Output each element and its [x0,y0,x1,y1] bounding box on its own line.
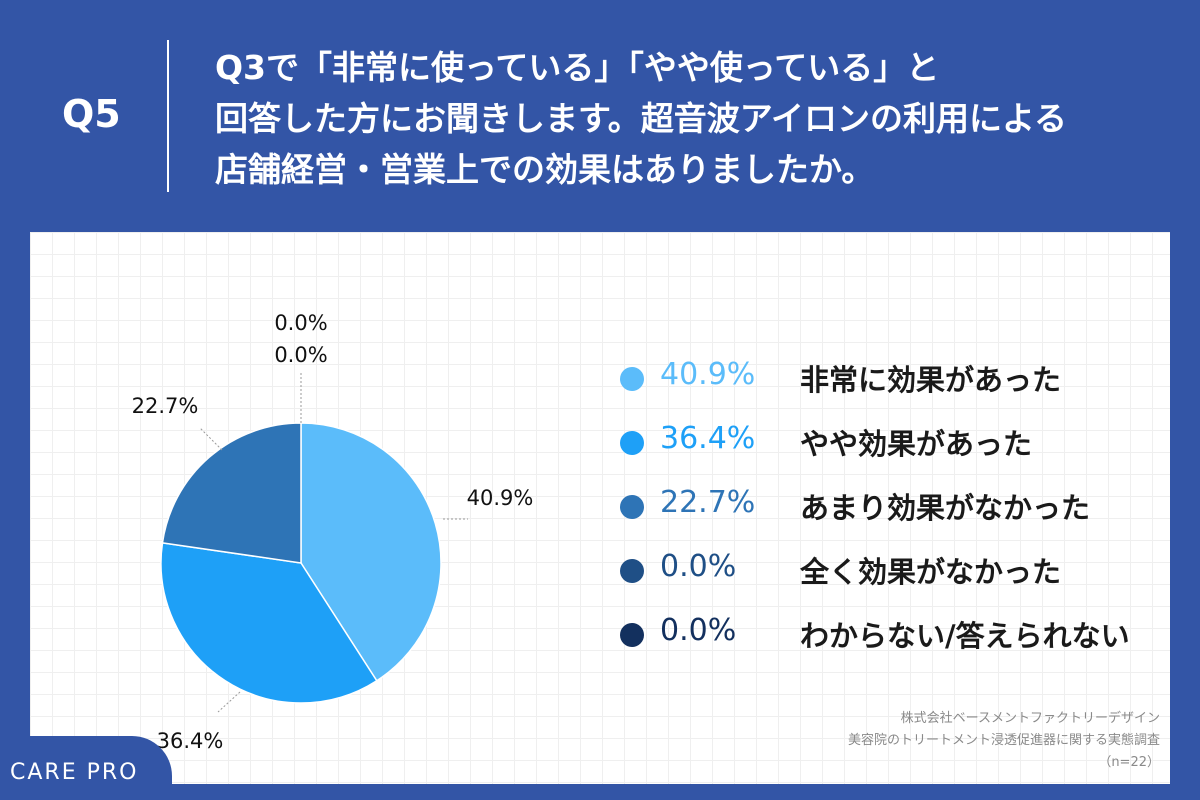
slice-value-label: 22.7% [132,394,199,418]
pie-slice [161,422,302,564]
header: Q5 Q3で「非常に使っている」「やや使っている」と 回答した方にお聞きします。… [0,0,1200,232]
question-line-2: 回答した方にお聞きします。超音波アイロンの利用による [215,99,1068,138]
logo: CARE PRO [10,760,139,785]
legend-swatch [620,495,644,519]
legend-value: 0.0% [660,549,737,584]
legend-value: 40.9% [660,357,756,392]
legend-value: 22.7% [660,485,756,520]
legend-swatch [620,431,644,455]
slice-value-label: 0.0% [274,343,327,367]
legend-swatch [620,367,644,391]
legend-value: 0.0% [660,613,737,648]
source-survey: 美容院のトリートメント浸透促進器に関する実態調査 [847,733,1160,748]
slice-value-label: 0.0% [274,311,327,335]
logo-tab [0,736,172,800]
legend-swatch [620,623,644,647]
question-text: Q3で「非常に使っている」「やや使っている」と 回答した方にお聞きします。超音波… [215,42,1175,195]
legend-item: 36.4% やや効果があった [620,416,1180,480]
legend-label: 非常に効果があった [800,363,1062,397]
source-sample-size: （n=22） [1098,755,1160,770]
legend-swatch [620,559,644,583]
question-line-3: 店舗経営・営業上での効果はありましたか。 [215,150,875,189]
header-divider [167,40,169,192]
legend-label: やや効果があった [800,427,1033,461]
legend-item: 0.0% わからない/答えられない [620,608,1180,672]
source-note: 株式会社ベースメントファクトリーデザイン 美容院のトリートメント浸透促進器に関す… [848,708,1160,774]
question-line-1: Q3で「非常に使っている」「やや使っている」と [215,48,940,87]
legend-item: 40.9% 非常に効果があった [620,352,1180,416]
legend-value: 36.4% [660,421,756,456]
slice-value-label: 36.4% [157,729,224,753]
legend-item: 22.7% あまり効果がなかった [620,480,1180,544]
question-number: Q5 [62,92,121,136]
legend-label: わからない/答えられない [800,619,1130,653]
legend: 40.9% 非常に効果があった 36.4% やや効果があった 22.7% あまり… [620,352,1180,672]
source-company: 株式会社ベースメントファクトリーデザイン [900,711,1160,726]
legend-label: 全く効果がなかった [800,555,1062,589]
pie-slice [160,541,378,704]
legend-label: あまり効果がなかった [800,491,1091,525]
slice-value-label: 40.9% [467,486,534,510]
label-leader-line [217,691,241,713]
label-leader-line [199,427,223,451]
legend-item: 0.0% 全く効果がなかった [620,544,1180,608]
